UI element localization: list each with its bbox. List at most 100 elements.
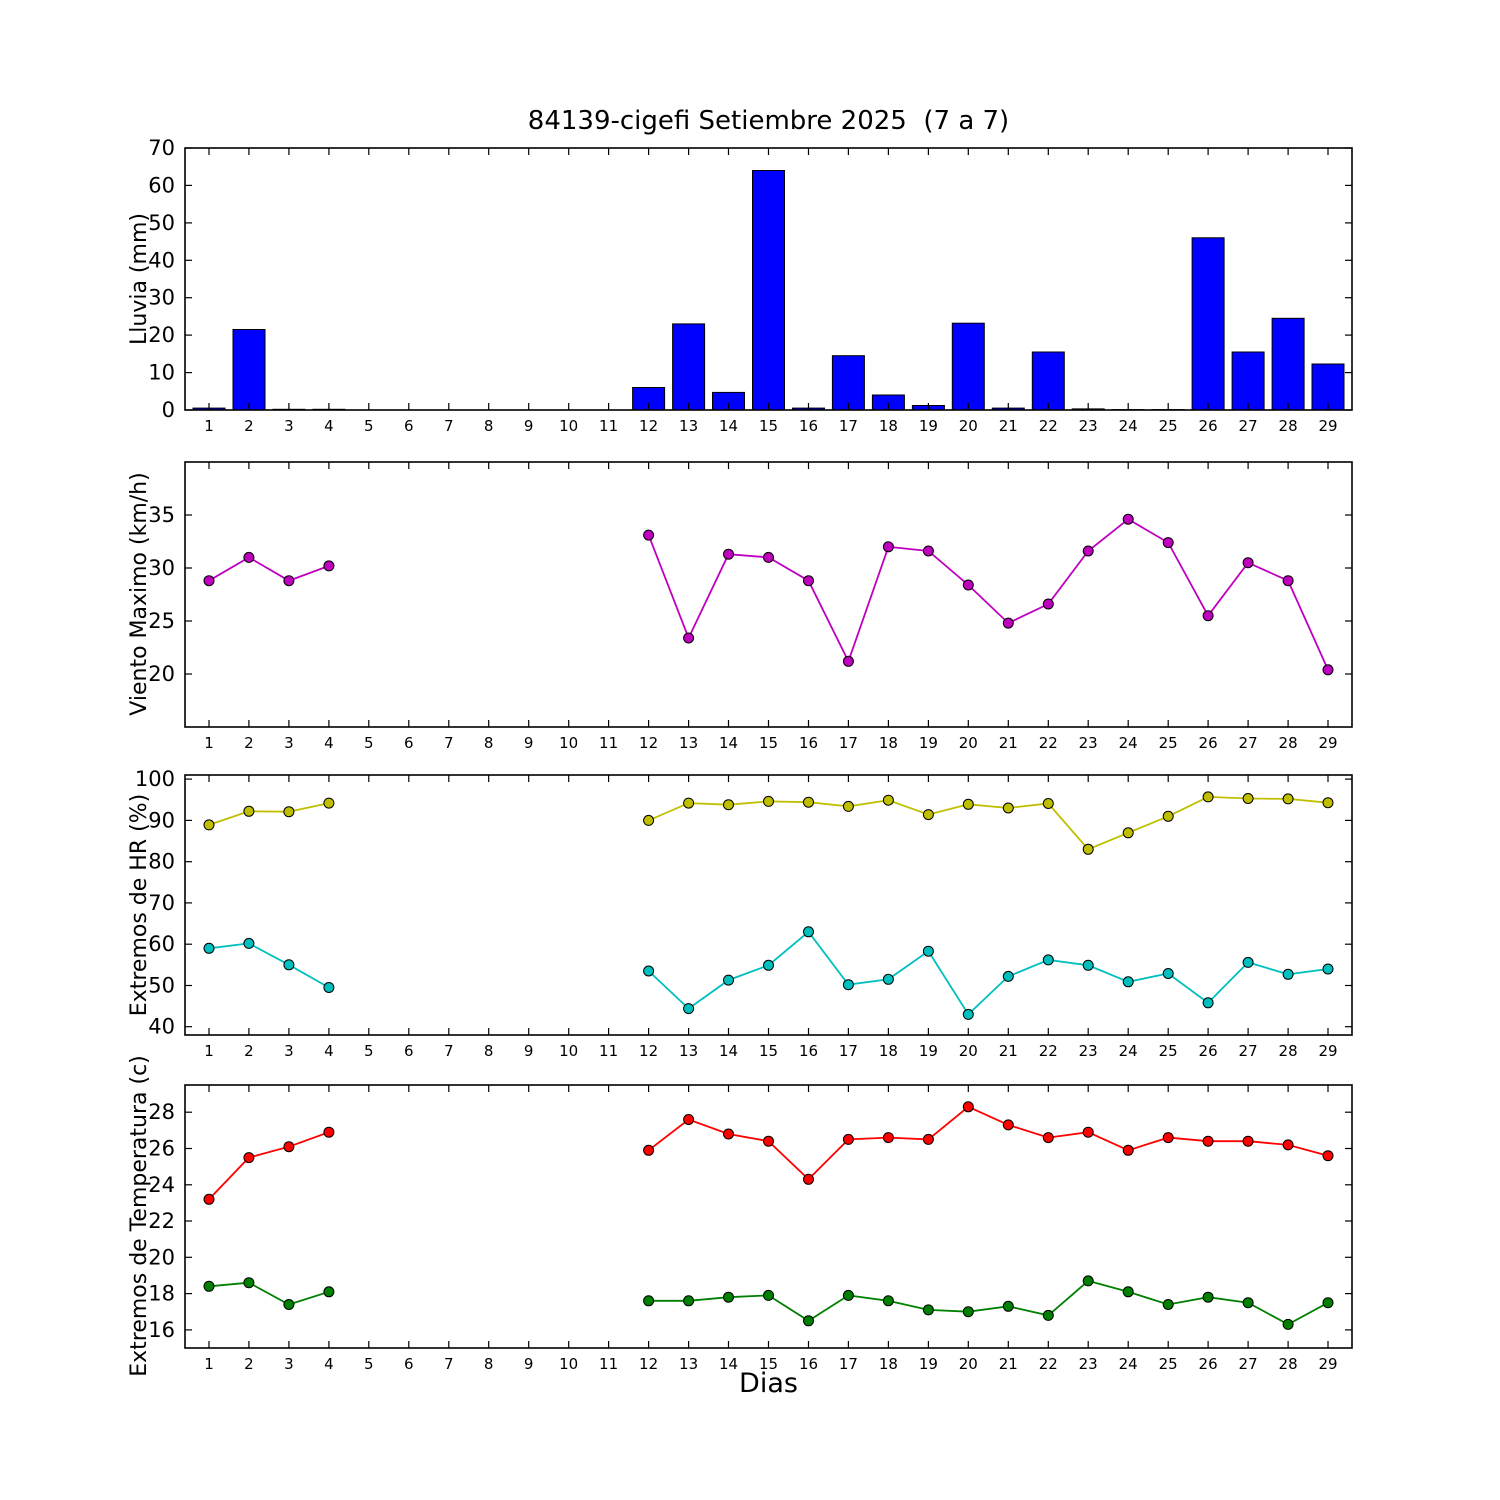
x-tick-label: 24 xyxy=(1119,417,1138,435)
x-tick-label: 18 xyxy=(879,417,898,435)
y-tick-label: 35 xyxy=(148,503,175,527)
x-tick-label: 29 xyxy=(1318,734,1337,752)
marker-hr-maxima-day-16 xyxy=(803,796,814,808)
marker-hr-maxima-day-24 xyxy=(1122,827,1134,839)
bar-day-28 xyxy=(1271,317,1305,411)
x-tick-label: 10 xyxy=(559,1042,578,1060)
marker-hr-maxima-day-23 xyxy=(1082,843,1094,855)
x-tick-label: 5 xyxy=(364,417,374,435)
x-tick-label: 8 xyxy=(484,417,494,435)
bar-day-13 xyxy=(672,323,706,411)
marker-viento-maximo-day-4 xyxy=(323,560,335,572)
x-tick-label: 11 xyxy=(599,734,618,752)
x-tick-label: 11 xyxy=(599,1355,618,1373)
x-tick-label: 29 xyxy=(1318,1355,1337,1373)
marker-hr-maxima-day-14 xyxy=(723,799,734,811)
marker-hr-maxima-day-18 xyxy=(882,794,894,806)
marker-hr-minima-day-4 xyxy=(323,982,335,993)
x-tick-label: 20 xyxy=(959,417,978,435)
marker-temperatura-minima-day-1 xyxy=(203,1280,215,1292)
marker-viento-maximo-day-19 xyxy=(922,545,934,557)
x-tick-label: 21 xyxy=(999,1355,1018,1373)
x-tick-label: 5 xyxy=(364,1355,374,1373)
x-tick-label: 4 xyxy=(324,1042,334,1060)
x-tick-label: 25 xyxy=(1159,417,1178,435)
marker-viento-maximo-day-29 xyxy=(1322,664,1334,676)
marker-temperatura-minima-day-15 xyxy=(763,1289,774,1301)
marker-hr-minima-day-28 xyxy=(1282,968,1294,980)
x-tick-label: 28 xyxy=(1279,1355,1298,1373)
x-tick-label: 20 xyxy=(959,1355,978,1373)
y-tick-label: 20 xyxy=(148,1245,175,1269)
x-tick-label: 27 xyxy=(1239,734,1258,752)
marker-hr-maxima-day-12 xyxy=(643,814,655,826)
y-tick-label: 60 xyxy=(148,932,175,956)
marker-temperatura-minima-day-3 xyxy=(283,1299,295,1310)
x-tick-label: 13 xyxy=(679,734,698,752)
bar-day-20 xyxy=(951,322,985,411)
x-tick-label: 17 xyxy=(839,734,858,752)
marker-hr-maxima-day-3 xyxy=(283,806,295,818)
x-tick-label: 24 xyxy=(1119,1355,1138,1373)
marker-temperatura-maxima-day-19 xyxy=(922,1133,934,1145)
marker-hr-maxima-day-4 xyxy=(323,797,335,809)
y-tick-label: 50 xyxy=(148,211,175,235)
x-tick-label: 10 xyxy=(559,734,578,752)
marker-temperatura-maxima-day-24 xyxy=(1122,1144,1134,1156)
marker-viento-maximo-day-23 xyxy=(1082,545,1094,557)
x-tick-label: 6 xyxy=(404,1042,414,1060)
x-tick-label: 13 xyxy=(679,1042,698,1060)
x-tick-label: 22 xyxy=(1039,734,1058,752)
y-tick-label: 16 xyxy=(148,1318,175,1342)
y-tick-label: 70 xyxy=(148,136,175,160)
x-tick-label: 2 xyxy=(244,1355,254,1373)
x-ticks: 1 2 3 4 5 6 7 8 9 10 11 12 13 14 15 16 17 18 19 20 21 22 23 24 2… xyxy=(204,775,1338,1060)
x-tick-label: 6 xyxy=(404,1355,414,1373)
x-tick-label: 25 xyxy=(1159,1042,1178,1060)
x-ticks: 1 2 3 4 5 6 7 8 9 10 11 12 13 14 15 16 17 18 19 20 21 22 23 24 2… xyxy=(204,148,1338,435)
x-tick-label: 9 xyxy=(524,1355,534,1373)
marker-viento-maximo-day-25 xyxy=(1162,537,1174,549)
x-tick-label: 4 xyxy=(324,734,334,752)
marker-hr-maxima-day-2 xyxy=(243,805,255,817)
line-hr-maxima xyxy=(648,795,1329,851)
marker-hr-maxima-day-17 xyxy=(842,800,854,812)
x-tick-label: 1 xyxy=(204,734,214,752)
x-tick-label: 29 xyxy=(1318,1042,1337,1060)
bar-day-29 xyxy=(1311,363,1345,411)
marker-hr-minima-day-21 xyxy=(1002,970,1014,982)
x-tick-label: 26 xyxy=(1199,1355,1218,1373)
marker-temperatura-minima-day-23 xyxy=(1082,1275,1094,1287)
marker-viento-maximo-day-20 xyxy=(962,579,974,591)
marker-hr-maxima-day-28 xyxy=(1282,793,1294,805)
marker-temperatura-minima-day-22 xyxy=(1042,1309,1054,1321)
marker-hr-minima-day-17 xyxy=(842,979,854,991)
marker-temperatura-maxima-day-4 xyxy=(323,1126,335,1138)
x-tick-label: 27 xyxy=(1239,1355,1258,1373)
y-ticks: 40 50 60 70 80 90 100 xyxy=(135,767,1352,1039)
marker-hr-minima-day-26 xyxy=(1202,997,1214,1009)
marker-viento-maximo-day-2 xyxy=(243,551,255,563)
y-tick-label: 20 xyxy=(148,323,175,347)
marker-temperatura-minima-day-18 xyxy=(882,1295,894,1307)
marker-hr-minima-day-29 xyxy=(1322,963,1334,975)
xlabel-dias: Dias xyxy=(739,1368,798,1399)
x-tick-label: 27 xyxy=(1239,417,1258,435)
marker-temperatura-maxima-day-21 xyxy=(1002,1119,1014,1131)
series-temperatura-maxima xyxy=(203,1101,1334,1205)
marker-temperatura-minima-day-17 xyxy=(842,1289,854,1301)
marker-viento-maximo-day-28 xyxy=(1282,575,1294,587)
y-tick-label: 0 xyxy=(162,398,175,422)
y-ticks: 0 10 20 30 40 50 60 70 xyxy=(148,136,1352,422)
x-tick-label: 17 xyxy=(839,417,858,435)
marker-temperatura-maxima-day-3 xyxy=(283,1141,295,1153)
x-tick-label: 3 xyxy=(284,734,294,752)
x-tick-label: 7 xyxy=(444,417,454,435)
marker-hr-maxima-day-13 xyxy=(683,797,695,809)
x-tick-label: 18 xyxy=(879,734,898,752)
marker-viento-maximo-day-17 xyxy=(842,655,854,667)
x-tick-label: 9 xyxy=(524,417,534,435)
marker-temperatura-maxima-day-27 xyxy=(1242,1135,1254,1147)
marker-viento-maximo-day-13 xyxy=(683,632,695,644)
